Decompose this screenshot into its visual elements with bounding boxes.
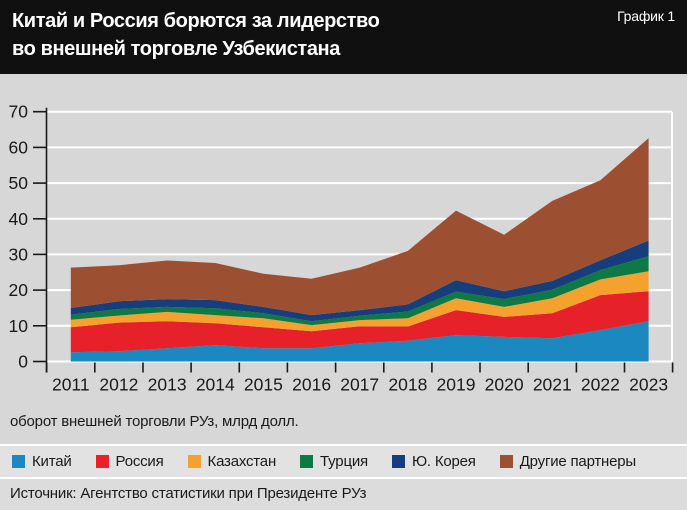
y-axis-label: 40: [9, 209, 29, 229]
y-axis-label: 30: [9, 244, 29, 264]
x-axis-label: 2012: [99, 375, 138, 395]
chart-svg: 0 10 20 30 40 50 60 70 2011 2012 2013 2014 2015 2016 2…: [9, 102, 674, 395]
x-axis-label: 2016: [292, 375, 331, 395]
chart-title-line2: во внешней торговле Узбекистана: [12, 38, 340, 60]
stacked-area-chart: 0 10 20 30 40 50 60 70 2011 2012 2013 2014 2015 2016 2…: [0, 74, 687, 410]
axis-units-caption: оборот внешней торговли РУз, млрд долл.: [10, 413, 299, 430]
legend-item-3: Турция: [300, 453, 368, 470]
legend-item-2: Казахстан: [187, 453, 277, 470]
legend-swatch-icon: [95, 455, 109, 468]
separator-line: [0, 477, 687, 479]
legend-item-4: Ю. Корея: [391, 453, 476, 470]
y-axis-label: 20: [9, 280, 29, 300]
chart-title: Китай и Россия борются за лидерство во в…: [12, 7, 380, 63]
legend-swatch-icon: [499, 455, 513, 468]
y-axis-label: 50: [9, 173, 29, 193]
legend-swatch-icon: [391, 455, 405, 468]
x-axis-label: 2022: [581, 375, 620, 395]
x-axis-label: 2019: [437, 375, 476, 395]
legend-label: Китай: [32, 453, 72, 470]
x-axis-label: 2015: [244, 375, 283, 395]
legend-label: Ю. Корея: [411, 453, 476, 470]
chart-legend: Китай Россия Казахстан Турция Ю. Корея Другие…: [0, 446, 687, 477]
series-area-1: [70, 291, 649, 353]
y-axis-label: 60: [9, 137, 29, 157]
legend-label: Казахстан: [207, 453, 277, 470]
x-axis-label: 2014: [196, 375, 235, 395]
x-axis-label: 2017: [340, 375, 379, 395]
x-axis-label: 2023: [629, 375, 668, 395]
source-band: Источник: Агентство статистики при Прези…: [0, 479, 687, 510]
y-axis-label: 10: [9, 316, 29, 336]
legend-label: Турция: [320, 453, 368, 470]
series-area-5: [70, 138, 649, 316]
x-axis-label: 2018: [388, 375, 427, 395]
legend-item-5: Другие партнеры: [499, 453, 637, 470]
legend-label: Россия: [115, 453, 164, 470]
x-axis-label: 2021: [533, 375, 572, 395]
chart-title-line1: Китай и Россия борются за лидерство: [12, 10, 380, 32]
separator-line: [0, 444, 687, 446]
legend-swatch-icon: [187, 455, 201, 468]
series-area-4: [70, 240, 649, 322]
series-area-0: [70, 321, 649, 362]
y-axis-label: 70: [9, 102, 29, 122]
legend-item-1: Россия: [95, 453, 164, 470]
source-text: Источник: Агентство статистики при Прези…: [10, 485, 367, 502]
chart-number-label: График 1: [617, 8, 675, 24]
x-axis-label: 2020: [485, 375, 524, 395]
y-axis-label: 0: [18, 352, 28, 372]
legend-label: Другие партнеры: [519, 453, 637, 470]
legend-swatch-icon: [300, 455, 314, 468]
x-axis-label: 2011: [52, 375, 90, 395]
legend-item-0: Китай: [12, 453, 72, 470]
chart-header: Китай и Россия борются за лидерство во в…: [0, 0, 687, 74]
x-axis-label: 2013: [148, 375, 187, 395]
series-area-2: [70, 271, 649, 332]
legend-swatch-icon: [12, 455, 25, 468]
